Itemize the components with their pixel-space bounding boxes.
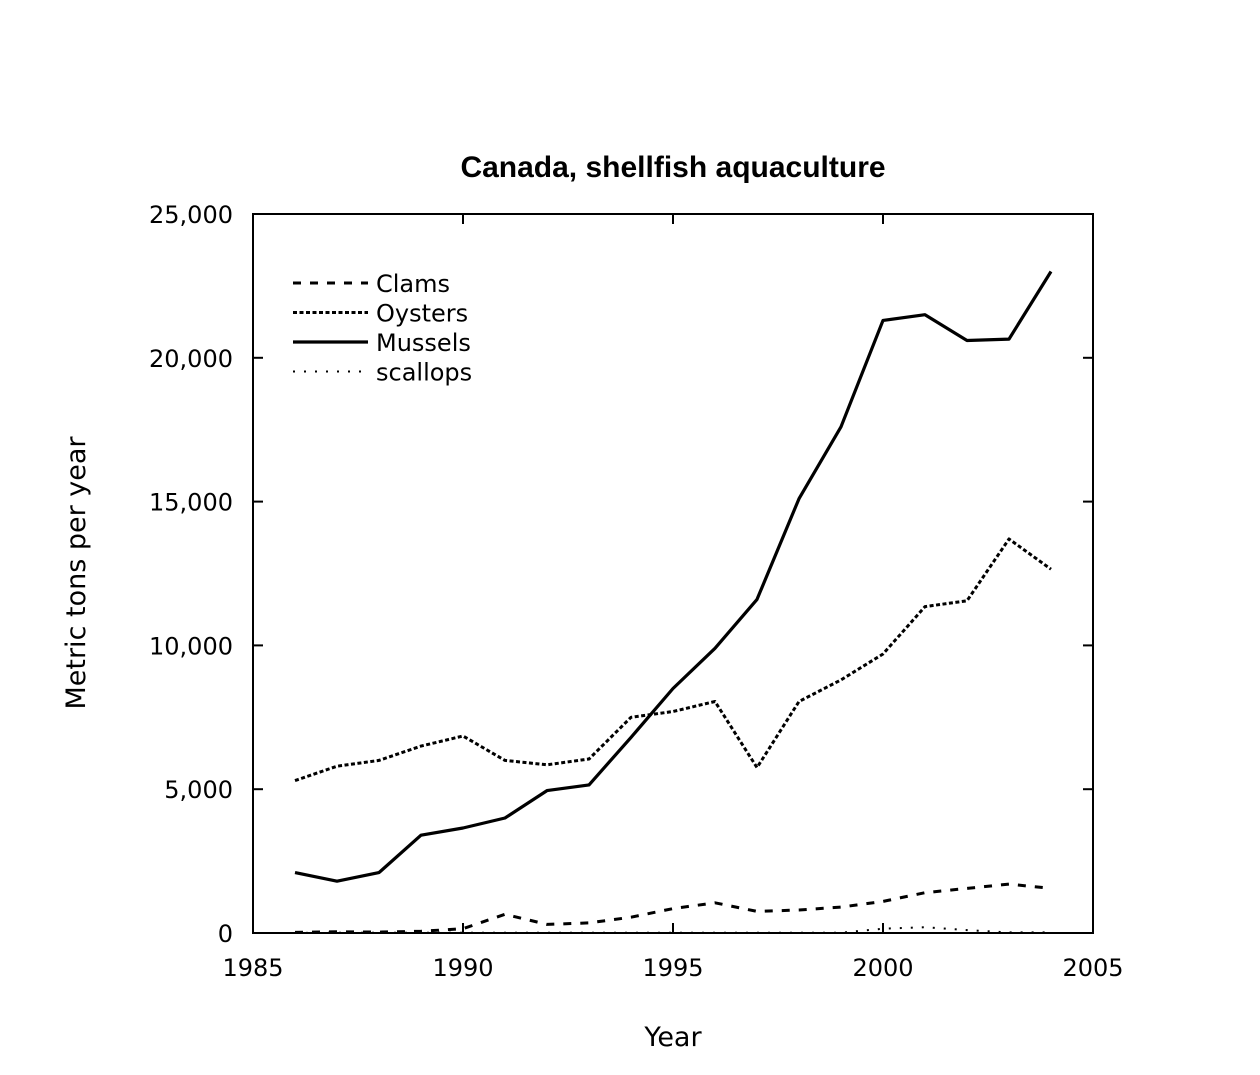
y-tick-label: 5,000 [164,776,233,804]
y-tick-label: 20,000 [149,345,233,373]
legend-label-oysters: Oysters [376,300,468,328]
legend-label-mussels: Mussels [376,329,471,357]
x-tick-label: 1985 [222,954,283,982]
x-tick-label: 2005 [1062,954,1123,982]
y-tick-label: 0 [218,920,233,948]
y-tick-label: 15,000 [149,489,233,517]
x-tick-label: 1995 [642,954,703,982]
y-tick-label: 10,000 [149,632,233,660]
y-axis-label: Metric tons per year [61,436,92,710]
series-line-mussels [294,270,1053,883]
x-tick-label: 2000 [852,954,913,982]
chart-title: Canada, shellfish aquaculture [460,151,885,184]
y-tick-label: 25,000 [149,201,233,229]
legend-label-clams: Clams [376,270,450,298]
y-axis: 0 5,000 10,000 15,000 20,000 25,000 [149,201,1093,948]
series-line-oysters [294,537,1052,783]
x-axis-label: Year [643,1022,702,1053]
x-axis: 1985 1990 1995 2000 2005 [222,214,1124,982]
x-tick-label: 1990 [432,954,493,982]
series-line-clams [294,882,1052,934]
series-layer [294,270,1053,934]
legend-label-scallops: scallops [376,359,472,387]
